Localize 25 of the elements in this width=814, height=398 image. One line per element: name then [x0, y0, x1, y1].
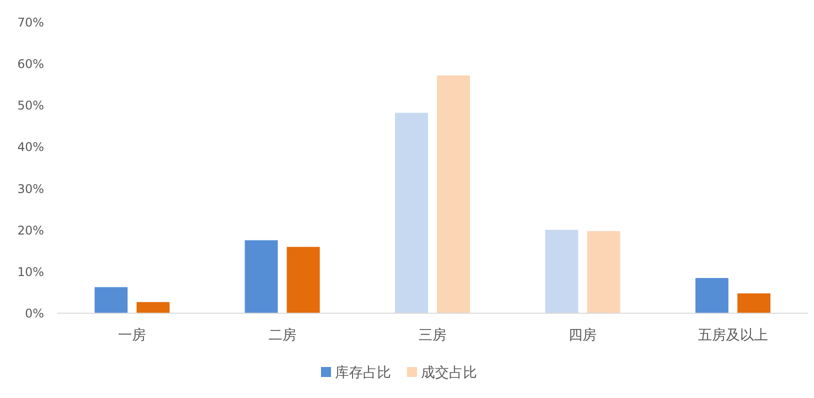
bar — [587, 231, 620, 314]
x-tick-label: 三房 — [418, 327, 446, 344]
bar — [94, 287, 128, 314]
y-tick-label: 30% — [17, 182, 44, 196]
x-tick-label: 二房 — [268, 327, 296, 344]
y-tick-label: 20% — [17, 223, 44, 238]
bar — [545, 230, 578, 314]
y-tick-label: 60% — [17, 57, 44, 72]
y-tick-label: 40% — [17, 140, 44, 154]
bar — [437, 75, 470, 314]
bar — [737, 293, 770, 314]
y-tick-label: 10% — [17, 264, 44, 279]
legend-label: 成交占比 — [421, 365, 477, 381]
y-tick-label: 50% — [17, 98, 44, 113]
bar — [244, 240, 278, 314]
bar — [695, 278, 728, 314]
y-tick-label: 70% — [17, 16, 44, 30]
legend-label: 库存占比 — [335, 365, 391, 381]
bar — [395, 112, 428, 314]
x-tick-label: 一房 — [118, 327, 146, 344]
bar — [286, 246, 320, 314]
bar — [136, 302, 170, 314]
x-tick-label: 四房 — [568, 327, 597, 344]
x-tick-label: 五房及以上 — [698, 327, 768, 344]
y-tick-label: 0% — [24, 306, 44, 320]
